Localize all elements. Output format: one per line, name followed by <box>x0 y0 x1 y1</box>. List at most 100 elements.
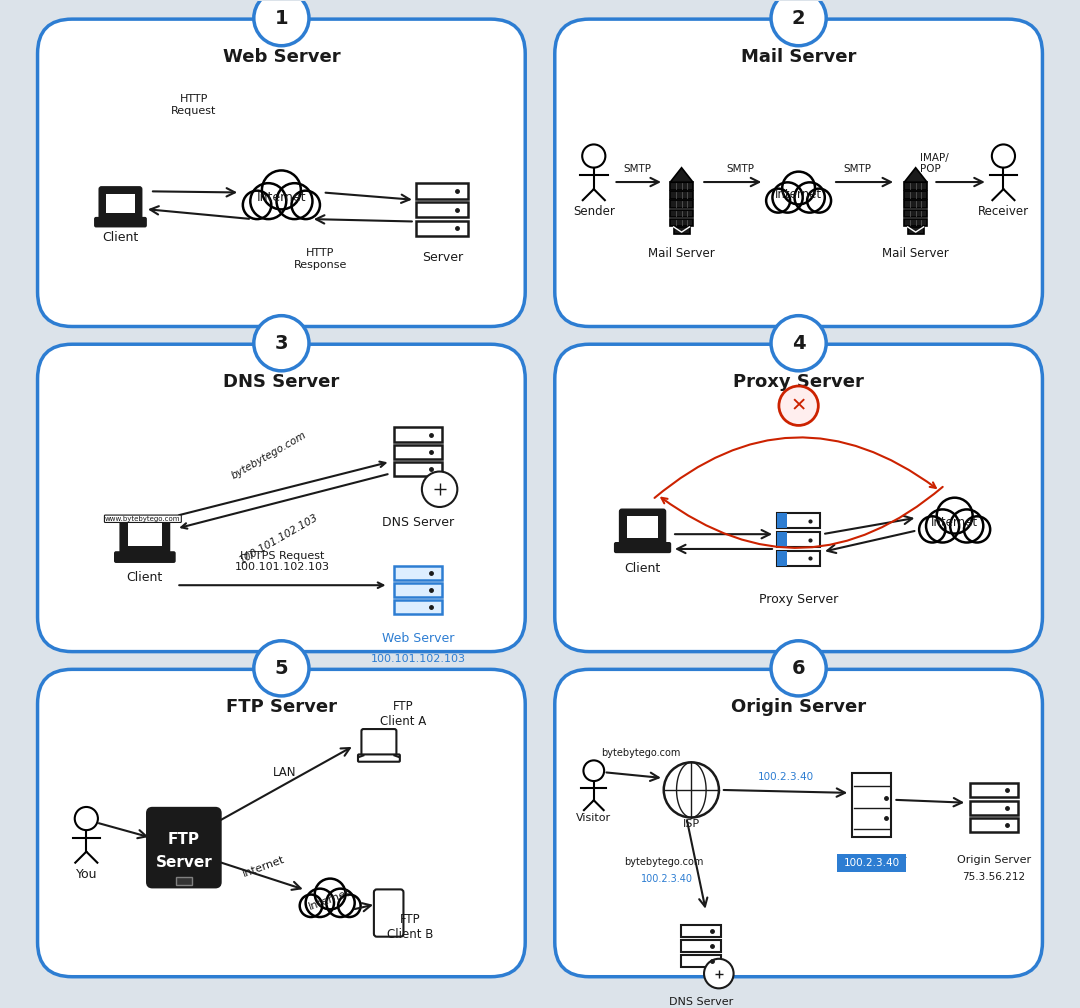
Circle shape <box>795 182 825 213</box>
Text: www.bytebytego.com: www.bytebytego.com <box>105 516 180 522</box>
Bar <box>904 210 927 217</box>
Circle shape <box>582 144 606 167</box>
Text: 6: 6 <box>792 659 806 677</box>
Text: DNS Server: DNS Server <box>669 997 733 1007</box>
Circle shape <box>664 762 719 817</box>
Text: Internet: Internet <box>931 516 978 529</box>
Text: DNS Server: DNS Server <box>224 373 339 391</box>
Text: ✕: ✕ <box>791 396 807 415</box>
FancyBboxPatch shape <box>147 808 220 887</box>
Text: HTTP
Request: HTTP Request <box>171 95 216 116</box>
Bar <box>674 227 689 234</box>
Bar <box>417 183 469 199</box>
Text: Visitor: Visitor <box>577 812 611 823</box>
Text: Mail Server: Mail Server <box>648 247 715 259</box>
FancyBboxPatch shape <box>620 510 665 546</box>
FancyBboxPatch shape <box>555 669 1042 977</box>
Circle shape <box>300 894 322 917</box>
Text: bytebytego.com: bytebytego.com <box>624 857 703 867</box>
Circle shape <box>782 171 815 205</box>
Bar <box>671 201 693 208</box>
Bar <box>176 877 192 885</box>
Bar <box>671 219 693 226</box>
Text: bytebytego.com: bytebytego.com <box>229 429 308 481</box>
Bar <box>777 513 787 528</box>
Circle shape <box>276 183 312 219</box>
Bar <box>904 219 927 226</box>
Text: 100.101.102.103: 100.101.102.103 <box>370 654 465 664</box>
Bar <box>242 200 321 220</box>
Text: Proxy Server: Proxy Server <box>733 373 864 391</box>
Circle shape <box>306 889 334 917</box>
Text: Internet: Internet <box>775 187 822 201</box>
Circle shape <box>936 498 973 533</box>
Circle shape <box>243 191 271 219</box>
Bar <box>394 445 442 459</box>
Circle shape <box>338 894 361 917</box>
FancyBboxPatch shape <box>95 218 146 227</box>
FancyBboxPatch shape <box>555 345 1042 651</box>
Circle shape <box>807 188 832 213</box>
Text: HTTPS Request
100.101.102.103: HTTPS Request 100.101.102.103 <box>234 550 329 573</box>
Text: 3: 3 <box>274 334 288 353</box>
Text: Web Server: Web Server <box>222 47 340 66</box>
Text: FTP
Client A: FTP Client A <box>380 700 427 728</box>
Bar <box>671 210 693 217</box>
Text: FTP Server: FTP Server <box>226 698 337 716</box>
FancyBboxPatch shape <box>615 543 671 552</box>
Text: Internet: Internet <box>257 191 306 204</box>
Text: 100.2.3.40: 100.2.3.40 <box>843 858 900 868</box>
Text: FTP: FTP <box>167 833 200 848</box>
Circle shape <box>422 472 457 507</box>
Text: Edge Server: Edge Server <box>838 855 906 865</box>
Polygon shape <box>671 167 693 182</box>
FancyBboxPatch shape <box>116 552 175 561</box>
FancyBboxPatch shape <box>121 516 170 555</box>
Bar <box>417 221 469 236</box>
Text: Mail Server: Mail Server <box>741 47 856 66</box>
Text: SMTP: SMTP <box>726 164 754 174</box>
FancyBboxPatch shape <box>555 19 1042 327</box>
Circle shape <box>262 170 301 210</box>
Text: ISP: ISP <box>683 820 700 830</box>
Circle shape <box>254 641 309 696</box>
Bar <box>904 192 927 199</box>
Text: Internet: Internet <box>241 854 286 879</box>
Text: DNS Server: DNS Server <box>382 516 454 529</box>
Bar <box>777 532 821 547</box>
Text: 1: 1 <box>274 9 288 27</box>
Bar <box>680 940 721 952</box>
Text: Sender: Sender <box>572 206 615 219</box>
Bar <box>299 901 361 917</box>
Circle shape <box>583 760 604 781</box>
Text: 2: 2 <box>792 9 806 27</box>
Bar <box>106 194 135 213</box>
Circle shape <box>254 0 309 45</box>
Bar <box>837 854 906 872</box>
Circle shape <box>926 509 959 542</box>
FancyBboxPatch shape <box>374 889 404 936</box>
Circle shape <box>991 144 1015 167</box>
Circle shape <box>919 516 945 542</box>
Bar <box>777 551 821 565</box>
Text: You: You <box>76 868 97 881</box>
Circle shape <box>766 188 791 213</box>
Circle shape <box>771 0 826 45</box>
Bar <box>417 203 469 218</box>
Bar <box>918 524 990 543</box>
Text: Receiver: Receiver <box>977 206 1029 219</box>
Circle shape <box>950 509 983 542</box>
Text: Origin Server: Origin Server <box>731 698 866 716</box>
Bar <box>671 192 693 199</box>
Text: 4: 4 <box>792 334 806 353</box>
Text: 5: 5 <box>274 659 288 677</box>
Bar <box>766 196 832 214</box>
Text: 75.3.56.212: 75.3.56.212 <box>962 872 1025 882</box>
Text: FTP
Client B: FTP Client B <box>387 913 433 940</box>
Bar <box>394 462 442 476</box>
Text: IMAP/
POP: IMAP/ POP <box>919 152 948 174</box>
Bar <box>394 565 442 580</box>
FancyBboxPatch shape <box>357 754 400 762</box>
Text: Client: Client <box>126 571 163 584</box>
Text: LAN: LAN <box>273 766 297 779</box>
